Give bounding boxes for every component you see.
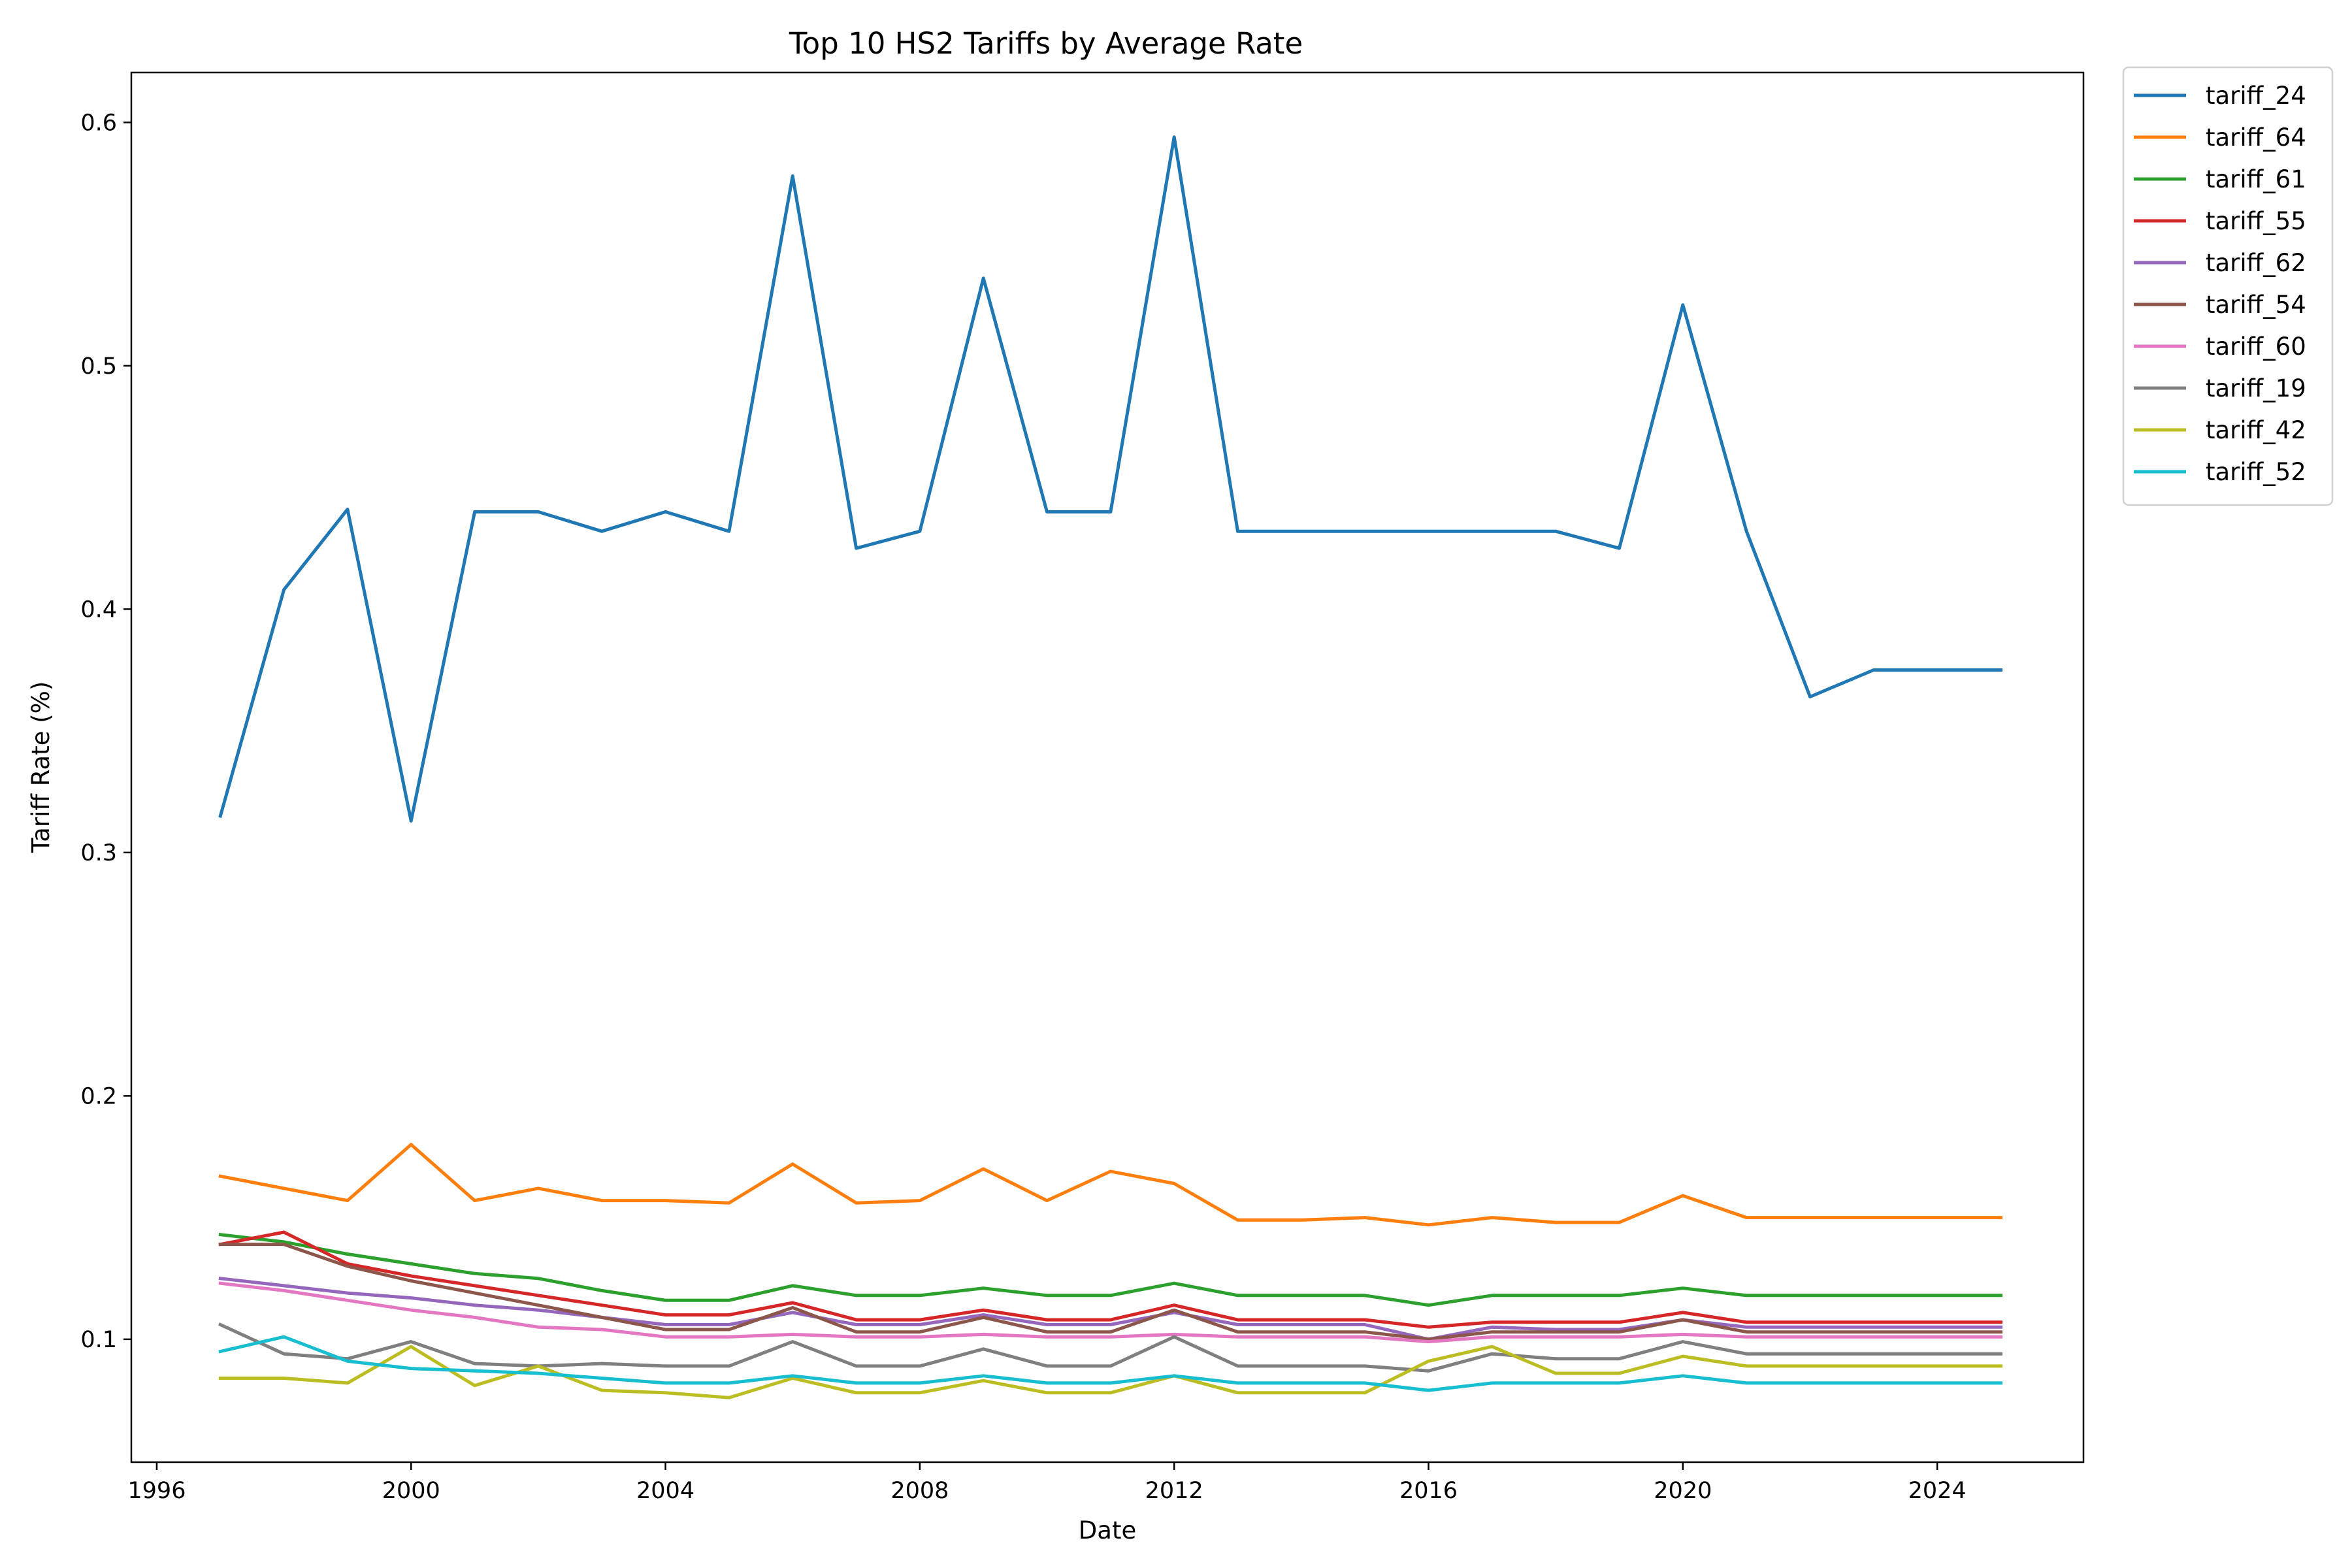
series-line-tariff_54 [218, 1243, 2002, 1341]
y-tick-label: 0.5 [80, 353, 117, 380]
x-tick-label: 1996 [127, 1478, 186, 1504]
plot-frame [130, 71, 2085, 1463]
x-tick-label: 2024 [1908, 1478, 1967, 1504]
y-tick-label: 0.2 [80, 1083, 117, 1109]
series-line-tariff_60 [218, 1281, 2002, 1344]
series-line-tariff_61 [218, 1232, 2002, 1307]
legend-box [2122, 66, 2334, 506]
x-tick-label: 2012 [1145, 1478, 1203, 1504]
x-tick-label: 2016 [1399, 1478, 1458, 1504]
legend: tariff_24 tariff_64 tariff_61 tariff_55tari… [2122, 66, 2334, 506]
legend-label-tariff_64: tariff_64 [2206, 123, 2306, 152]
legend-label-tariff_55: tariff_55 [2206, 207, 2306, 235]
legend-label-tariff_54: tariff_54 [2206, 291, 2306, 319]
series-line-tariff_24 [218, 135, 2002, 823]
series-line-tariff_55 [218, 1230, 2002, 1329]
y-axis-label: Tariff Rate (%) [27, 681, 55, 854]
plot-area [218, 135, 2002, 1399]
legend-label-tariff_19: tariff_19 [2206, 374, 2306, 402]
series-line-tariff_19 [218, 1322, 2002, 1373]
chart-title: Top 10 HS2 Tariffs by Average Rate [789, 26, 1303, 61]
legend-label-tariff_62: tariff_62 [2206, 249, 2306, 277]
legend-label-tariff_60: tariff_60 [2206, 333, 2306, 361]
y-tick-label: 0.3 [80, 840, 117, 866]
x-axis-label: Date [1079, 1516, 1136, 1544]
x-tick-label: 2020 [1654, 1478, 1712, 1504]
x-tick-label: 2004 [636, 1478, 694, 1504]
y-tick-label: 0.1 [80, 1327, 117, 1353]
legend-label-tariff_42: tariff_42 [2206, 416, 2306, 444]
y-axis: 0.1 0.2 0.3 0.4 0.5 0.6 [80, 110, 131, 1353]
y-tick-label: 0.4 [80, 596, 117, 623]
legend-label-tariff_52: tariff_52 [2206, 458, 2306, 486]
legend-label-tariff_24: tariff_24 [2206, 82, 2306, 110]
legend-label-tariff_61: tariff_61 [2206, 165, 2306, 193]
x-axis: 1996 2000 2004 2008 2012 2016 2020 2024 [127, 1462, 1967, 1504]
x-tick-label: 2008 [890, 1478, 949, 1504]
series-line-tariff_64 [218, 1143, 2002, 1227]
series-line-tariff_52 [218, 1335, 2002, 1392]
x-tick-label: 2000 [382, 1478, 440, 1504]
y-tick-label: 0.6 [80, 110, 117, 136]
